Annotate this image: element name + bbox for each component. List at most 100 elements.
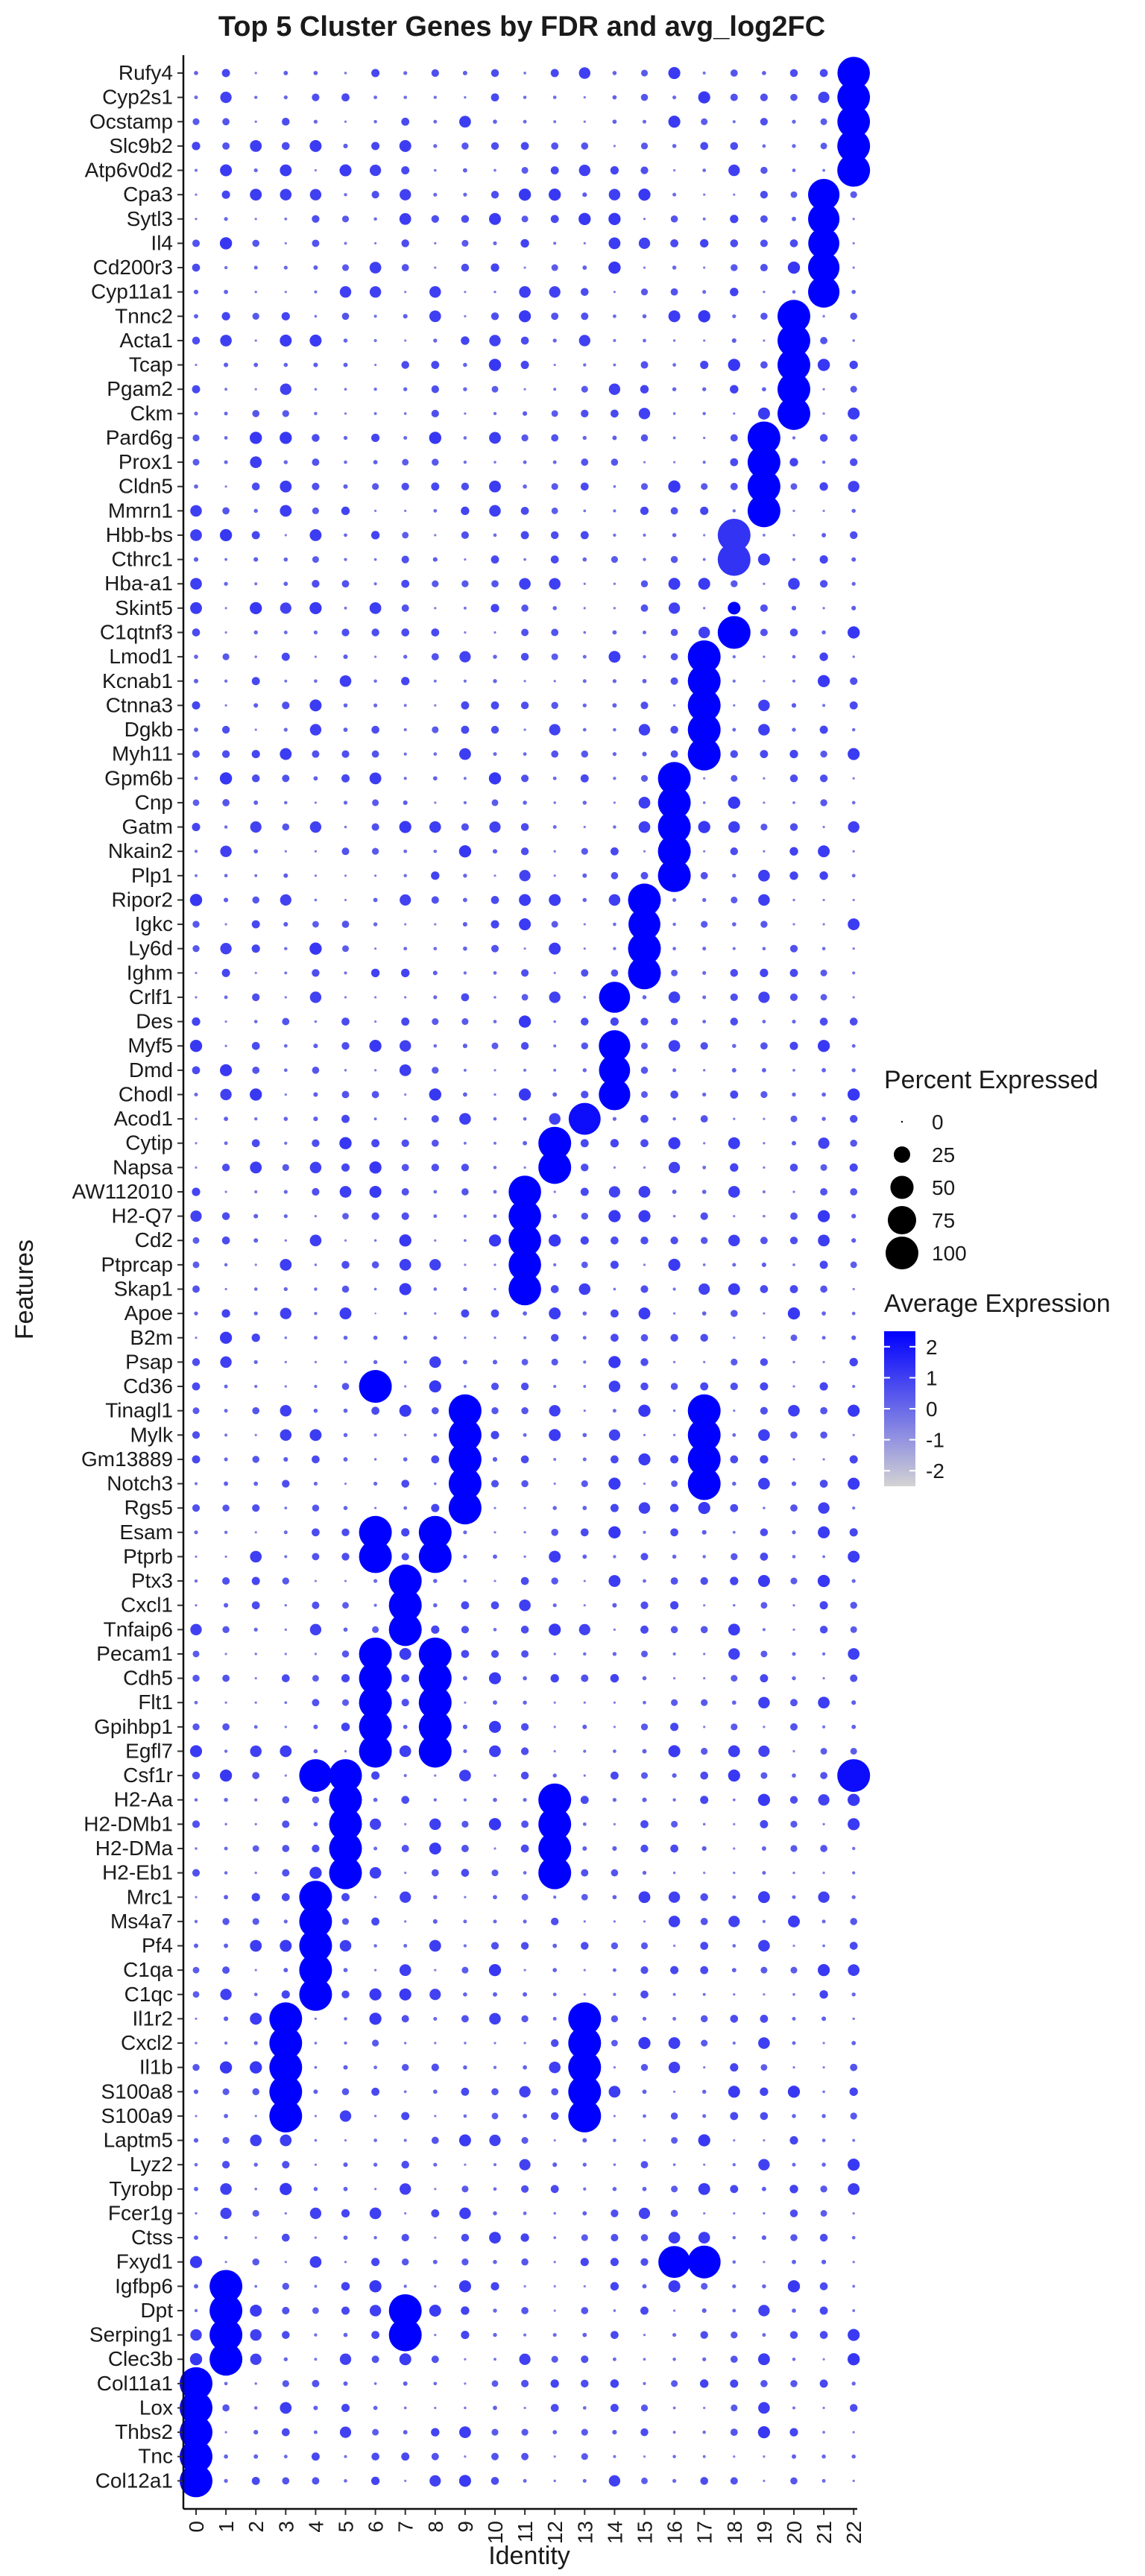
dot-point	[687, 1442, 721, 1476]
dot-point	[580, 531, 589, 540]
dot-point	[341, 2209, 350, 2218]
dot-point	[373, 119, 377, 124]
dot-point	[608, 1356, 621, 1368]
y-tick-label: Lyz2	[130, 2153, 173, 2176]
dot-point	[582, 873, 587, 878]
dot-point	[431, 1625, 440, 1634]
dot-point	[552, 1603, 557, 1608]
dot-point	[703, 1069, 706, 1072]
dot-point	[433, 338, 438, 343]
dot-point	[403, 1506, 408, 1510]
dot-point	[612, 95, 617, 100]
dot-point	[458, 2134, 471, 2147]
dot-point	[493, 2308, 497, 2313]
dot-point	[701, 1846, 707, 1852]
dot-point	[849, 1357, 858, 1367]
dot-point	[608, 1477, 621, 1490]
dot-point	[640, 1358, 649, 1366]
dot-point	[821, 1117, 826, 1121]
dot-point	[312, 507, 319, 514]
dot-point	[220, 2183, 232, 2195]
dot-point	[192, 336, 201, 345]
dot-point	[702, 1020, 707, 1024]
dot-point	[643, 2138, 646, 2142]
dot-point	[519, 578, 531, 590]
dot-point	[730, 1576, 739, 1585]
dot-point	[282, 701, 290, 710]
dot-point	[429, 1842, 441, 1855]
dot-point	[670, 215, 678, 223]
dot-point	[553, 874, 556, 877]
dot-point	[760, 2380, 768, 2387]
dot-point	[700, 1382, 709, 1391]
dot-point	[280, 1745, 292, 1758]
dot-point	[221, 750, 230, 758]
dot-point	[253, 1627, 258, 1632]
dot-point	[224, 1530, 228, 1535]
dot-point	[284, 971, 288, 975]
dot-point	[403, 654, 408, 659]
dot-point	[640, 2306, 649, 2315]
dot-point	[433, 752, 438, 756]
dot-point	[404, 923, 407, 926]
dot-point	[777, 348, 810, 382]
dot-point	[399, 139, 411, 152]
dot-point	[491, 604, 499, 613]
dot-point	[551, 312, 559, 321]
dot-point	[192, 1674, 200, 1682]
dot-point	[538, 1126, 572, 1160]
dot-point	[491, 2452, 499, 2460]
dot-point	[521, 1820, 529, 1828]
dot-point	[284, 1385, 287, 1388]
dot-point	[819, 1626, 828, 1634]
dot-point	[224, 1555, 227, 1559]
dot-point	[523, 1555, 526, 1559]
dot-point	[373, 1579, 378, 1583]
dot-point	[313, 2430, 318, 2434]
dot-point	[668, 578, 681, 590]
dot-point	[837, 105, 871, 139]
dot-point	[733, 1993, 736, 1996]
dot-point	[643, 2358, 646, 2361]
dot-point	[613, 922, 616, 926]
dot-point	[792, 898, 795, 902]
dot-point	[432, 458, 439, 466]
dot-point	[758, 1477, 770, 1490]
dot-point	[568, 2075, 602, 2109]
dot-point	[433, 849, 438, 853]
dot-point	[581, 1480, 588, 1488]
dot-point	[224, 289, 228, 294]
dot-point	[730, 2185, 739, 2194]
dot-point	[608, 237, 621, 250]
dot-point	[849, 1017, 858, 1026]
dot-point	[371, 2258, 380, 2267]
dot-point	[789, 69, 798, 78]
dot-point	[523, 1506, 526, 1509]
x-tick-label: 7	[394, 2521, 417, 2533]
dot-point	[224, 1943, 229, 1948]
dot-point	[282, 1577, 289, 1585]
dot-point	[728, 1623, 740, 1636]
dot-point	[434, 2285, 437, 2288]
dot-point	[282, 1845, 290, 1852]
dot-point	[821, 947, 826, 950]
dot-point	[583, 1579, 586, 1582]
dot-point	[848, 748, 860, 760]
dot-point	[493, 2065, 497, 2069]
dot-point	[703, 1604, 706, 1607]
dot-point	[551, 1333, 559, 1342]
dot-point	[464, 2406, 467, 2410]
dot-point	[668, 1258, 681, 1271]
dot-point	[787, 2086, 801, 2098]
dot-point	[253, 2041, 258, 2045]
dot-point	[789, 628, 798, 637]
dot-point	[432, 776, 438, 781]
dot-point	[851, 508, 856, 514]
dot-point	[434, 2115, 437, 2118]
dot-point	[463, 436, 467, 440]
dot-point	[822, 1822, 825, 1825]
dot-point	[224, 1263, 228, 1267]
dot-point	[702, 970, 707, 975]
dot-point	[253, 849, 258, 853]
dot-point	[850, 434, 858, 442]
